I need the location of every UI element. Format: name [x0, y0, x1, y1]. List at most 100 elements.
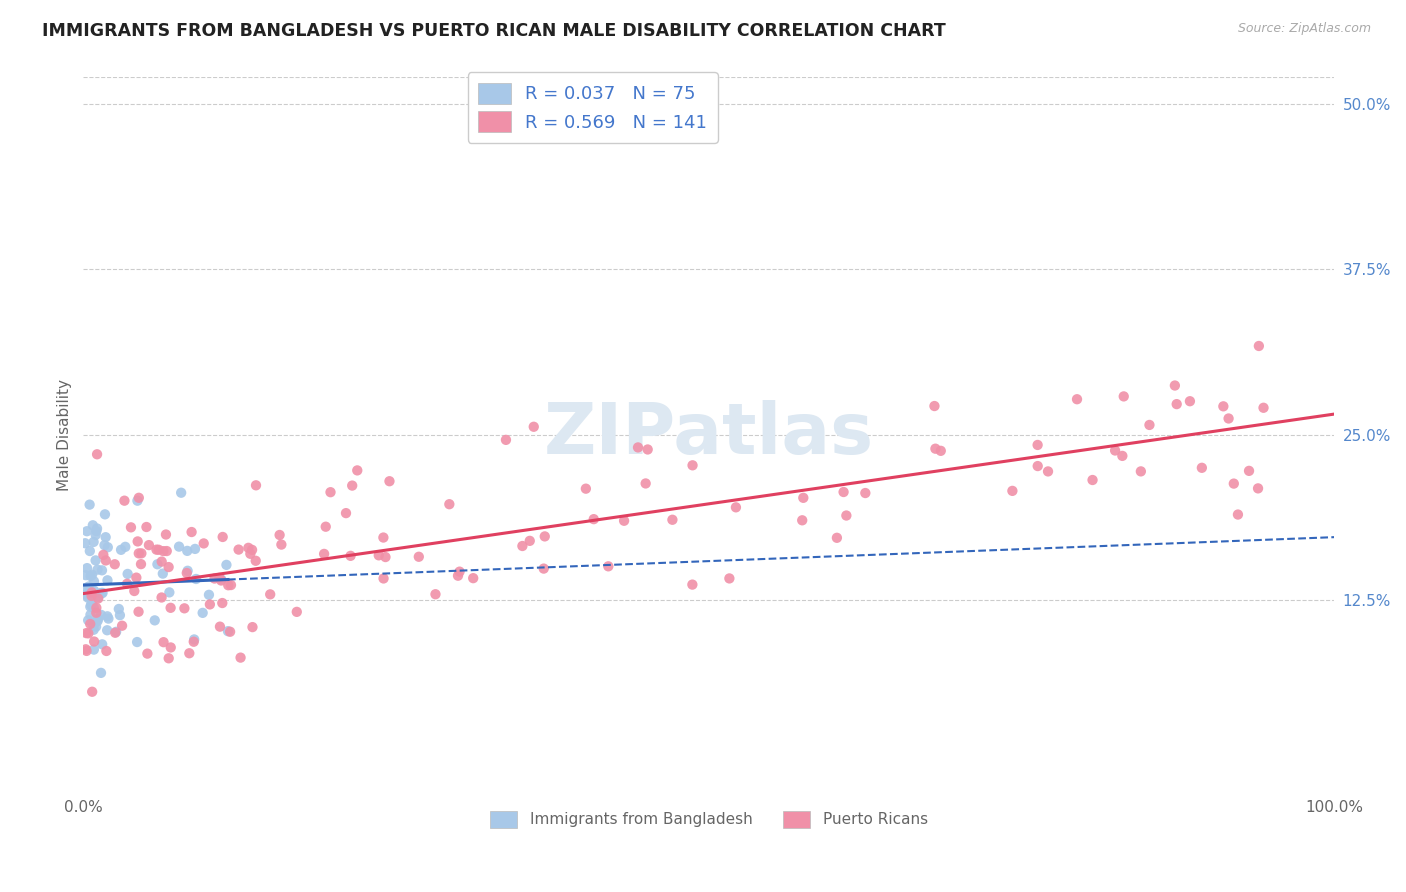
Point — [96, 644, 118, 658]
Point — [83, 535, 105, 549]
Point — [80, 585, 103, 599]
Point — [108, 608, 131, 623]
Point — [198, 588, 221, 602]
Point — [180, 524, 202, 539]
Point — [208, 620, 231, 634]
Point — [1112, 389, 1135, 403]
Point — [128, 491, 150, 505]
Point — [495, 433, 517, 447]
Point — [314, 547, 336, 561]
Point — [87, 590, 110, 604]
Point — [91, 637, 114, 651]
Point — [79, 607, 101, 622]
Point — [124, 584, 146, 599]
Point — [90, 586, 112, 600]
Point — [128, 605, 150, 619]
Point — [240, 542, 263, 557]
Point — [83, 642, 105, 657]
Point — [115, 576, 138, 591]
Point — [108, 602, 131, 616]
Point — [627, 441, 650, 455]
Point — [150, 555, 173, 569]
Point — [193, 536, 215, 550]
Point — [1237, 464, 1260, 478]
Point — [105, 624, 128, 639]
Point — [87, 612, 110, 626]
Point — [77, 580, 100, 594]
Point — [127, 493, 149, 508]
Point — [681, 577, 703, 591]
Point — [1253, 401, 1275, 415]
Point — [79, 569, 101, 583]
Point — [155, 527, 177, 541]
Point — [1212, 400, 1234, 414]
Point — [94, 508, 117, 522]
Point — [1129, 464, 1152, 478]
Point — [1223, 476, 1246, 491]
Point — [156, 544, 179, 558]
Point — [128, 546, 150, 560]
Point — [718, 571, 741, 585]
Point — [582, 512, 605, 526]
Point — [83, 583, 105, 598]
Point — [104, 625, 127, 640]
Point — [86, 614, 108, 628]
Point — [94, 530, 117, 544]
Point — [83, 600, 105, 615]
Point — [90, 665, 112, 680]
Point — [373, 571, 395, 585]
Point — [835, 508, 858, 523]
Point — [792, 513, 814, 527]
Point — [373, 531, 395, 545]
Point — [143, 613, 166, 627]
Point — [335, 506, 357, 520]
Point — [229, 650, 252, 665]
Point — [114, 540, 136, 554]
Point — [425, 587, 447, 601]
Point — [176, 566, 198, 580]
Point — [79, 617, 101, 632]
Point — [512, 539, 534, 553]
Point — [110, 542, 132, 557]
Point — [339, 549, 361, 563]
Point — [86, 522, 108, 536]
Point — [152, 566, 174, 581]
Point — [80, 567, 103, 582]
Point — [90, 607, 112, 622]
Point — [80, 597, 103, 611]
Point — [575, 482, 598, 496]
Point — [637, 442, 659, 457]
Point — [127, 534, 149, 549]
Point — [157, 651, 180, 665]
Point — [204, 572, 226, 586]
Point — [228, 542, 250, 557]
Point — [533, 561, 555, 575]
Point — [378, 474, 401, 488]
Point — [285, 605, 308, 619]
Point — [1247, 339, 1270, 353]
Point — [157, 560, 180, 574]
Point — [75, 626, 97, 640]
Point — [145, 542, 167, 557]
Point — [184, 541, 207, 556]
Text: Source: ZipAtlas.com: Source: ZipAtlas.com — [1237, 22, 1371, 36]
Point — [211, 530, 233, 544]
Point — [449, 565, 471, 579]
Point — [724, 500, 747, 515]
Point — [238, 541, 260, 555]
Point — [367, 549, 389, 563]
Point — [176, 544, 198, 558]
Point — [152, 544, 174, 558]
Point — [217, 624, 239, 639]
Point — [183, 634, 205, 648]
Point — [374, 549, 396, 564]
Point — [96, 624, 118, 638]
Point — [929, 443, 952, 458]
Point — [135, 520, 157, 534]
Point — [1139, 417, 1161, 432]
Text: ZIPatlas: ZIPatlas — [544, 401, 873, 469]
Point — [523, 419, 546, 434]
Point — [75, 568, 97, 582]
Point — [90, 586, 112, 600]
Point — [198, 598, 221, 612]
